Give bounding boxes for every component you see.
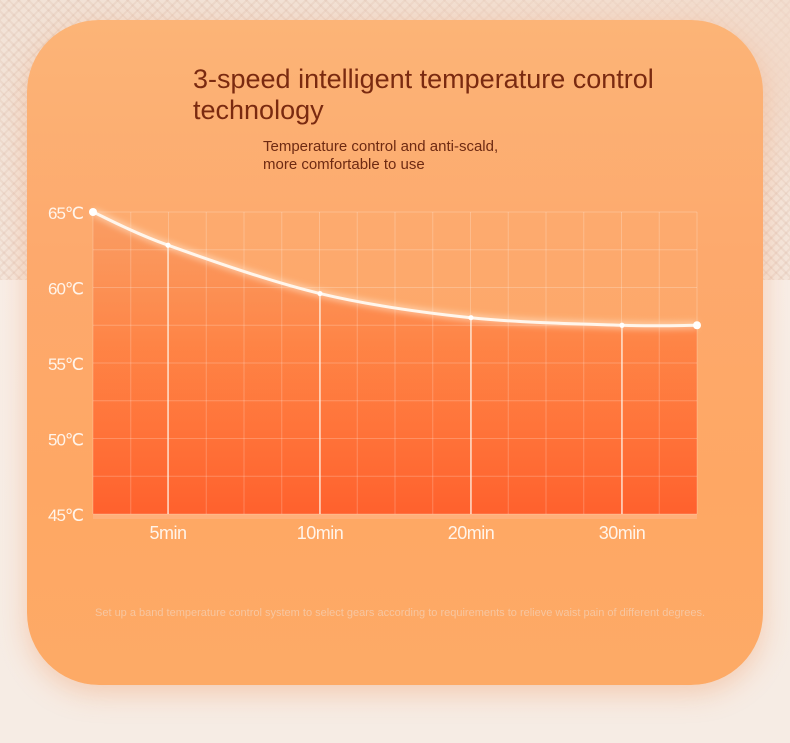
page-title: 3-speed intelligent temperature control …: [193, 64, 654, 125]
x-tick-label: 10min: [297, 523, 344, 543]
y-tick-label: 50℃: [48, 431, 83, 450]
subtitle-line-2: more comfortable to use: [263, 156, 425, 173]
x-tick-label: 20min: [448, 523, 495, 543]
data-point: [693, 321, 701, 330]
footnote: Set up a band temperature control system…: [95, 607, 706, 619]
y-tick-label: 60℃: [48, 280, 83, 299]
x-tick-label: 5min: [149, 523, 186, 543]
subtitle-line-1: Temperature control and anti-scald,: [263, 138, 499, 155]
data-point: [165, 242, 171, 248]
data-point: [619, 322, 625, 328]
x-axis-band: [93, 514, 697, 519]
y-tick-label: 45℃: [48, 506, 83, 525]
temperature-area-fill: [93, 212, 697, 514]
x-tick-label: 30min: [599, 523, 646, 543]
y-tick-label: 65℃: [48, 204, 83, 223]
data-point: [468, 315, 474, 321]
y-tick-label: 55℃: [48, 355, 83, 374]
data-point: [317, 290, 323, 297]
data-point: [89, 208, 97, 216]
subtitle: Temperature control and anti-scald, more…: [263, 138, 683, 174]
